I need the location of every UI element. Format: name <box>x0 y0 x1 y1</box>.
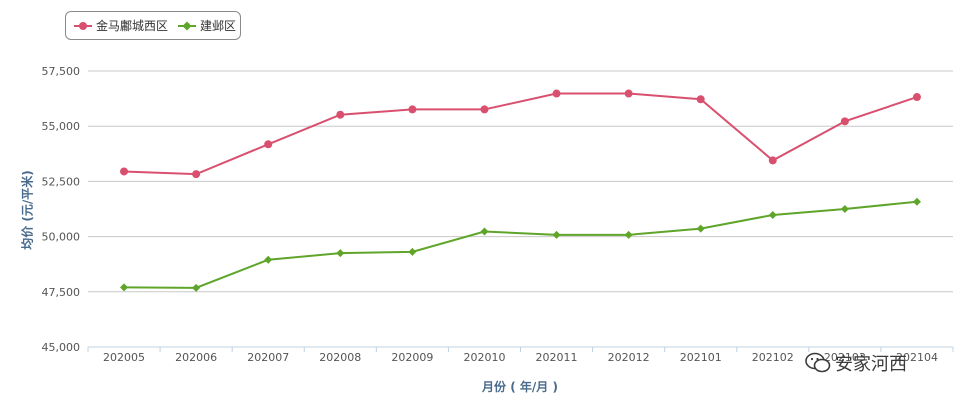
data-point-series-2[interactable] <box>336 249 345 258</box>
y-tick-label: 52,500 <box>42 175 81 188</box>
y-tick-label: 57,500 <box>42 65 81 78</box>
data-point-series-2[interactable] <box>552 230 561 239</box>
data-point-series-1[interactable] <box>408 105 417 114</box>
data-point-series-2[interactable] <box>696 224 705 233</box>
x-tick-label: 202010 <box>463 351 505 364</box>
data-point-series-1[interactable] <box>768 156 777 165</box>
legend: 金马鄘城西区 建邺区 <box>65 11 241 40</box>
y-tick-label: 45,000 <box>42 341 81 354</box>
data-point-series-2[interactable] <box>192 283 201 292</box>
data-point-series-2[interactable] <box>840 205 849 213</box>
data-point-series-2[interactable] <box>408 247 417 256</box>
x-axis-title: 月份 ( 年/月 ) <box>482 380 558 394</box>
y-axis-title: 均价 (元/平米) <box>20 170 35 250</box>
data-point-series-2[interactable] <box>480 227 489 236</box>
x-tick-label: 202012 <box>608 351 650 364</box>
data-point-series-1[interactable] <box>624 89 633 98</box>
x-axis: 202005 202006 202007 202008 202009 202010 2020… <box>87 347 954 364</box>
series-line-2 <box>124 200 918 289</box>
x-tick-label: 202007 <box>247 351 289 364</box>
data-point-series-1[interactable] <box>192 170 201 179</box>
data-point-series-1[interactable] <box>552 89 561 98</box>
data-point-series-1[interactable] <box>912 93 921 102</box>
y-tick-label: 50,000 <box>42 231 81 244</box>
data-point-series-1[interactable] <box>264 140 273 149</box>
data-point-series-2[interactable] <box>912 197 921 206</box>
wechat-icon <box>805 352 831 373</box>
series-layer <box>120 89 921 292</box>
x-tick-label: 202006 <box>175 351 217 364</box>
legend-label-series-1: 金马鄘城西区 <box>96 19 169 33</box>
x-tick-label: 202104 <box>896 351 938 364</box>
x-tick-label: 202005 <box>103 351 145 364</box>
data-point-series-2[interactable] <box>624 230 633 239</box>
x-tick-label: 202008 <box>319 351 361 364</box>
legend-item-series-2[interactable]: 建邺区 <box>178 17 236 34</box>
watermark-text: 安家河西 <box>835 354 907 375</box>
data-point-series-2[interactable] <box>264 255 273 264</box>
grid-lines <box>88 70 953 348</box>
legend-label-series-2: 建邺区 <box>200 19 237 33</box>
x-tick-label: 202011 <box>536 351 578 364</box>
y-tick-label: 55,000 <box>42 120 81 133</box>
data-point-series-1[interactable] <box>336 110 345 119</box>
data-point-series-2[interactable] <box>768 210 777 219</box>
y-axis: 45,000 47,500 50,000 52,500 55,000 57,500 <box>42 65 81 354</box>
data-point-series-1[interactable] <box>480 105 489 114</box>
x-tick-label: 202009 <box>391 351 433 364</box>
legend-item-series-1[interactable]: 金马鄘城西区 <box>74 17 168 34</box>
legend-swatch-series-2 <box>178 20 197 31</box>
x-tick-label: 202101 <box>680 351 722 364</box>
y-tick-label: 47,500 <box>42 286 81 299</box>
data-point-series-1[interactable] <box>840 117 849 126</box>
data-point-series-1[interactable] <box>120 167 129 176</box>
data-point-series-2[interactable] <box>120 283 129 292</box>
x-tick-label: 202102 <box>752 351 794 364</box>
x-tick-label: 202103 <box>824 351 866 364</box>
legend-swatch-series-1 <box>74 21 92 31</box>
series-line-1 <box>124 92 918 176</box>
data-point-series-1[interactable] <box>696 95 705 104</box>
watermark: 安家河西 <box>805 350 907 376</box>
